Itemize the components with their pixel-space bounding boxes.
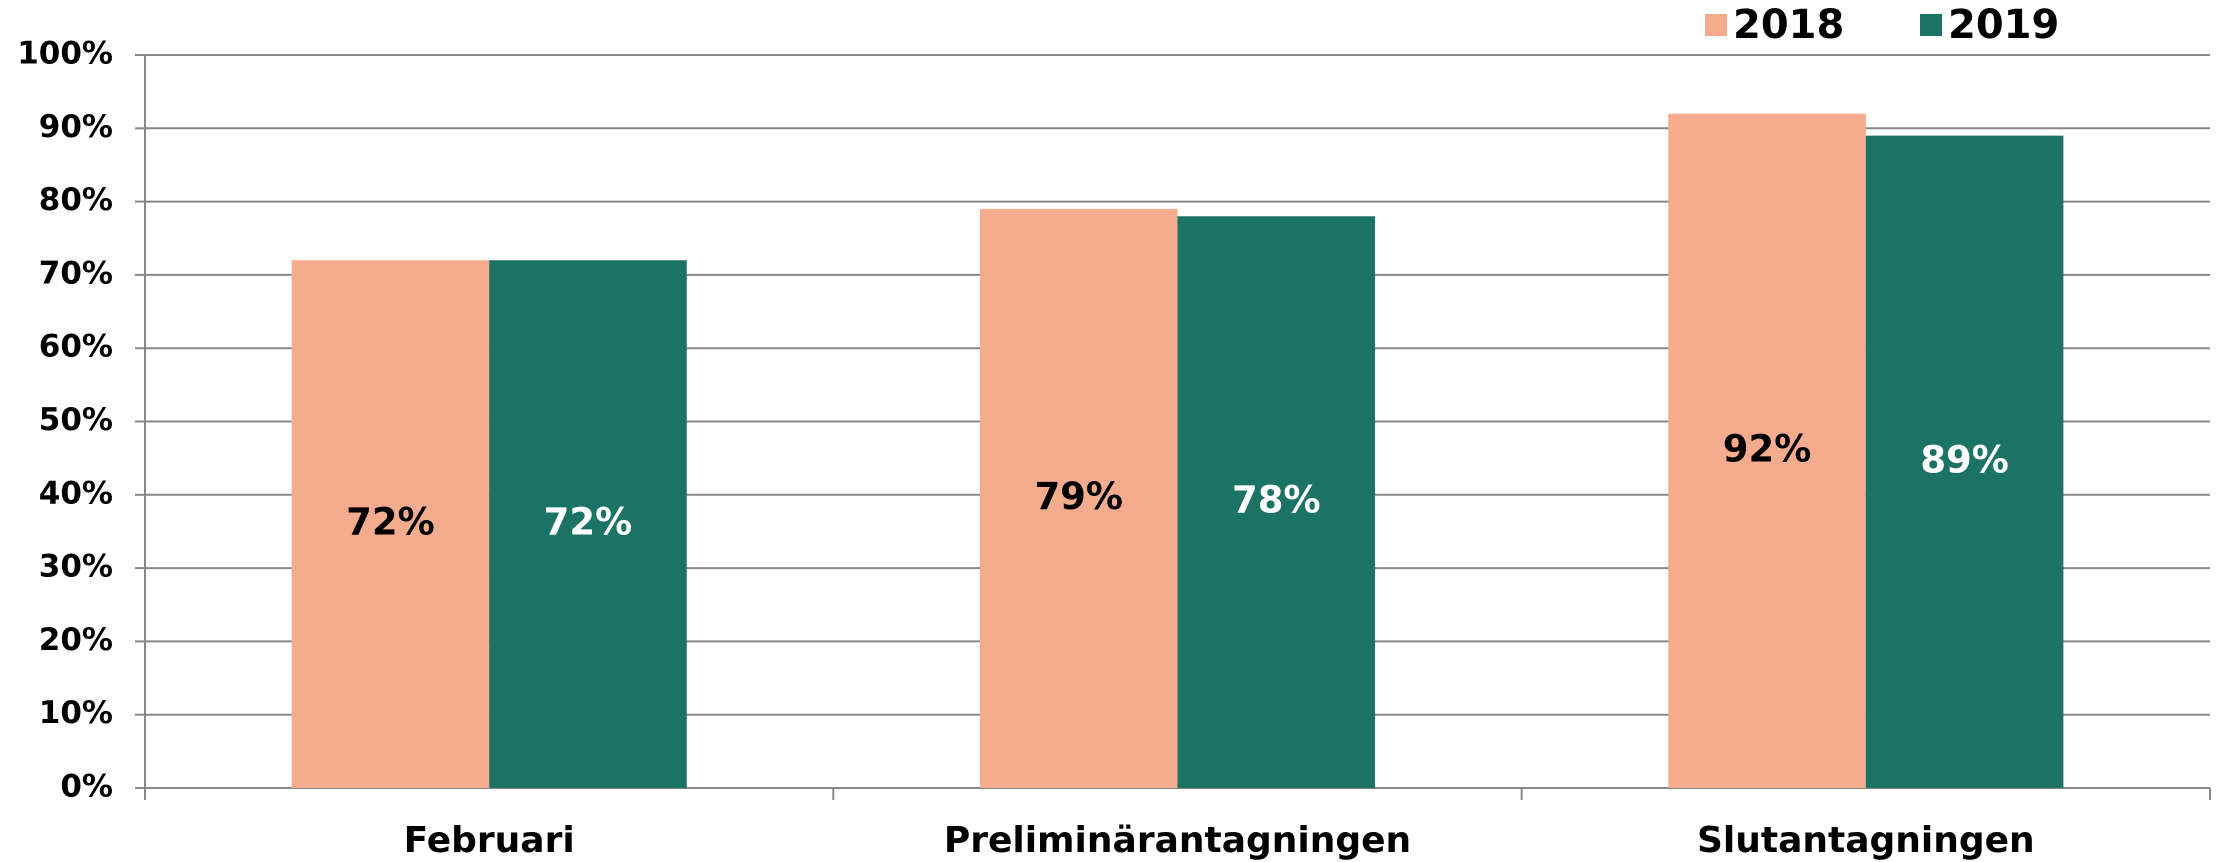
- x-tick-label: Slutantagningen: [1697, 820, 2035, 861]
- bar: [291, 260, 490, 788]
- value-label: 79%: [1034, 475, 1123, 518]
- x-tick-label: Februari: [404, 820, 575, 861]
- y-tick-label: 70%: [39, 255, 113, 291]
- x-tick-label: Preliminärantagningen: [944, 820, 1411, 861]
- value-label: 89%: [1920, 438, 2009, 481]
- y-tick-label: 10%: [39, 695, 113, 731]
- legend-label: 2019: [1948, 2, 2059, 48]
- value-label: 72%: [544, 501, 633, 544]
- y-tick-label: 80%: [39, 182, 113, 218]
- bar: [979, 208, 1178, 788]
- y-tick-label: 30%: [39, 549, 113, 585]
- y-tick-label: 0%: [60, 769, 113, 805]
- legend-swatch: [1705, 14, 1727, 36]
- y-tick-label: 100%: [17, 36, 113, 72]
- bar: [1668, 113, 1866, 788]
- y-tick-label: 50%: [39, 402, 113, 438]
- y-tick-label: 60%: [39, 329, 113, 365]
- bar: [489, 260, 687, 788]
- y-tick-label: 20%: [39, 622, 113, 658]
- legend-label: 2018: [1733, 2, 1844, 48]
- value-label: 92%: [1723, 427, 1812, 470]
- value-label: 78%: [1232, 479, 1321, 522]
- legend-swatch: [1920, 14, 1942, 36]
- bar: [1865, 135, 2064, 788]
- y-tick-label: 90%: [39, 109, 113, 145]
- bar: [1177, 216, 1376, 788]
- value-label: 72%: [346, 501, 435, 544]
- y-tick-label: 40%: [39, 475, 113, 511]
